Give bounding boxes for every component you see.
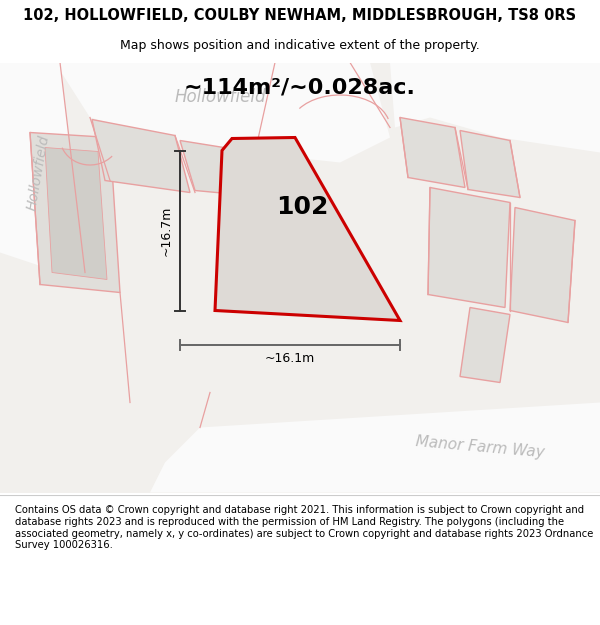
Text: 102, HOLLOWFIELD, COULBY NEWHAM, MIDDLESBROUGH, TS8 0RS: 102, HOLLOWFIELD, COULBY NEWHAM, MIDDLES… [23, 8, 577, 22]
Text: 102: 102 [277, 194, 329, 219]
Polygon shape [510, 208, 575, 322]
Polygon shape [460, 308, 510, 382]
Text: ~114m²/~0.028ac.: ~114m²/~0.028ac. [184, 78, 416, 98]
Polygon shape [45, 148, 107, 279]
Polygon shape [150, 402, 600, 492]
Polygon shape [0, 62, 85, 272]
Polygon shape [180, 141, 270, 198]
Polygon shape [460, 131, 520, 198]
Polygon shape [390, 62, 600, 152]
Polygon shape [30, 132, 120, 292]
Polygon shape [55, 62, 390, 162]
Text: Contains OS data © Crown copyright and database right 2021. This information is : Contains OS data © Crown copyright and d… [15, 506, 593, 550]
Polygon shape [92, 119, 190, 192]
Text: Manor Farm Way: Manor Farm Way [415, 434, 545, 461]
Polygon shape [400, 118, 465, 188]
Text: ~16.1m: ~16.1m [265, 352, 315, 365]
Text: ~16.7m: ~16.7m [160, 205, 173, 256]
Text: Hollowfield: Hollowfield [174, 89, 266, 106]
Text: Hollowfield: Hollowfield [25, 134, 52, 211]
Polygon shape [428, 188, 510, 308]
Polygon shape [215, 138, 400, 321]
Text: Map shows position and indicative extent of the property.: Map shows position and indicative extent… [120, 39, 480, 51]
